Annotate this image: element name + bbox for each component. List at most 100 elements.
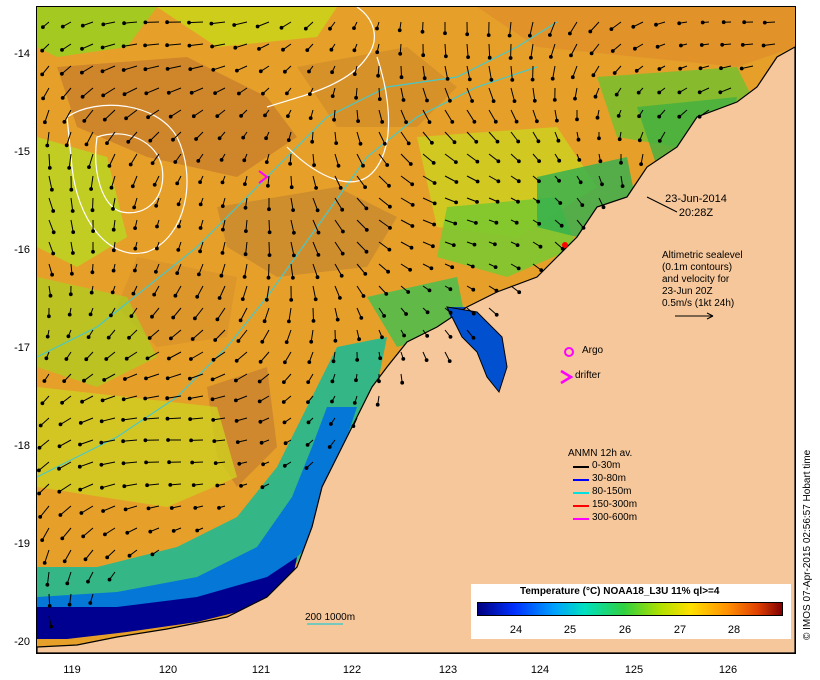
velocity-arrow (488, 153, 499, 162)
velocity-arrow-head (235, 440, 240, 445)
velocity-arrow-head (429, 266, 434, 271)
velocity-arrow (284, 351, 292, 363)
velocity-arrow (466, 43, 469, 58)
velocity-arrow (549, 21, 556, 36)
velocity-arrow-head (530, 77, 535, 82)
velocity-arrow (378, 263, 389, 273)
velocity-arrow-head (310, 139, 315, 144)
argo-label: Argo (582, 345, 604, 356)
velocity-arrow-head (333, 338, 338, 343)
velocity-arrow-head (84, 357, 89, 362)
velocity-arrow-head (173, 293, 178, 298)
velocity-arrow (38, 483, 50, 494)
velocity-arrow-head (512, 99, 517, 103)
velocity-arrow (170, 329, 182, 339)
velocity-arrow-head (57, 466, 61, 471)
velocity-arrow-head (40, 538, 45, 542)
velocity-arrow (46, 571, 50, 585)
velocity-arrow (41, 527, 50, 541)
velocity-arrow-head (595, 115, 600, 120)
velocity-arrow (83, 109, 94, 122)
velocity-arrow (48, 219, 55, 233)
velocity-arrow (444, 197, 457, 203)
velocity-arrow (194, 307, 204, 319)
velocity-arrow-head (239, 484, 243, 488)
velocity-arrow-head (761, 43, 766, 48)
velocity-arrow-head (99, 440, 104, 445)
velocity-arrow-head (515, 243, 520, 248)
velocity-arrow (124, 21, 138, 24)
velocity-arrow (422, 197, 435, 204)
velocity-arrow-head (37, 468, 41, 473)
velocity-arrow (212, 373, 226, 380)
velocity-arrow (124, 87, 138, 95)
velocity-arrow-head (67, 166, 72, 170)
velocity-arrow-head (409, 245, 414, 250)
velocity-arrow-head (308, 116, 313, 120)
velocity-arrow (268, 263, 270, 278)
velocity-arrow-head (279, 25, 284, 30)
velocity-arrow-head (144, 376, 148, 381)
velocity-arrow (82, 527, 94, 537)
velocity-arrow-head (657, 90, 662, 95)
velocity-arrow-head (422, 76, 427, 81)
velocity-arrow (167, 373, 182, 379)
velocity-arrow-head (58, 422, 63, 427)
velocity-arrow-head (537, 221, 542, 226)
velocity-arrow-head (165, 376, 170, 381)
velocity-arrow-head (309, 339, 314, 344)
velocity-arrow-head (234, 378, 238, 383)
velocity-arrow (213, 417, 226, 421)
velocity-arrow-head (432, 201, 437, 206)
velocity-arrow-head (636, 90, 641, 95)
velocity-arrow-head (720, 42, 725, 47)
velocity-arrow-head (560, 246, 565, 251)
king-sound-inlet (446, 306, 508, 394)
velocity-arrow (378, 175, 390, 187)
velocity-arrow-head (121, 44, 126, 49)
velocity-arrow-head (452, 140, 457, 145)
velocity-arrow-head (89, 290, 94, 295)
velocity-arrow-head (146, 506, 151, 511)
velocity-arrow (422, 219, 435, 225)
velocity-arrow-head (330, 70, 335, 75)
velocity-arrow-head (121, 397, 126, 402)
velocity-arrow (589, 21, 600, 32)
velocity-arrow (48, 593, 51, 606)
velocity-arrow (334, 153, 339, 166)
velocity-arrow-head (448, 335, 453, 339)
velocity-arrow-head (493, 265, 498, 270)
velocity-arrow-head (535, 119, 539, 124)
velocity-arrow-head (191, 114, 196, 119)
velocity-arrow-head (238, 318, 243, 323)
velocity-arrow-head (105, 141, 109, 146)
velocity-arrow-head (387, 247, 392, 252)
velocity-arrow-head (80, 70, 84, 75)
velocity-arrow-head (616, 114, 621, 118)
velocity-arrow (167, 417, 182, 420)
velocity-arrow-head (557, 178, 561, 183)
velocity-arrow-head (677, 21, 682, 26)
velocity-arrow-head (44, 356, 49, 361)
velocity-arrow-head (698, 66, 703, 71)
velocity-arrow (290, 219, 295, 233)
velocity-arrow (147, 109, 160, 118)
velocity-arrow-head (609, 27, 614, 32)
x-axis-label: 126 (718, 664, 738, 676)
velocity-arrow-head (168, 483, 173, 487)
velocity-arrow-head (37, 445, 42, 450)
velocity-arrow-head (549, 55, 553, 59)
velocity-arrow-head (700, 20, 705, 25)
velocity-arrow-head (131, 291, 136, 296)
velocity-arrow-head (447, 359, 452, 364)
velocity-arrow-head (352, 48, 357, 53)
velocity-arrow-head (453, 221, 458, 226)
velocity-arrow (356, 197, 367, 209)
velocity-arrow-head (193, 316, 197, 321)
velocity-arrow (219, 285, 226, 299)
velocity-arrow-head (77, 464, 82, 469)
velocity-arrow-head (352, 72, 357, 76)
velocity-arrow-head (267, 207, 271, 212)
velocity-arrow-head (155, 246, 159, 251)
velocity-arrow (189, 373, 204, 380)
